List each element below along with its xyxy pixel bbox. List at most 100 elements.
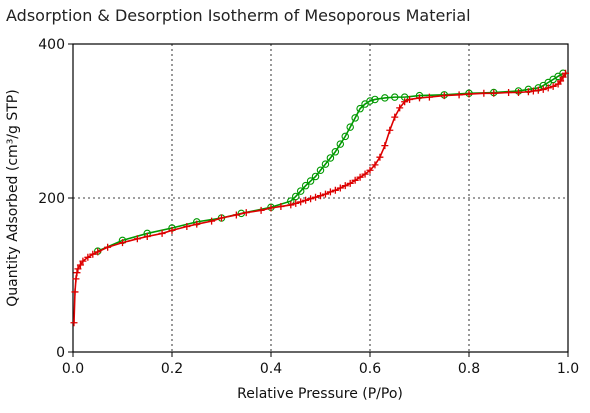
desorption-point xyxy=(390,93,399,101)
adsorption-point xyxy=(406,95,414,103)
adsorption-point xyxy=(72,275,80,283)
desorption-point xyxy=(311,172,320,181)
adsorption-point xyxy=(386,126,394,134)
desorption-point xyxy=(296,187,305,195)
desorption-point xyxy=(326,154,335,162)
adsorption-point xyxy=(158,229,166,237)
adsorption-point xyxy=(376,153,384,161)
adsorption-point xyxy=(440,92,448,100)
adsorption-point xyxy=(396,104,404,112)
x-tick-label: 0.4 xyxy=(260,361,282,377)
adsorption-point xyxy=(544,84,552,92)
adsorption-point xyxy=(557,77,565,85)
adsorption-point xyxy=(524,88,532,96)
adsorption-point xyxy=(242,209,250,217)
adsorption-point xyxy=(465,90,473,98)
adsorption-point xyxy=(416,94,423,102)
adsorption-point xyxy=(321,190,329,198)
desorption-series xyxy=(94,69,567,255)
y-tick-label: 0 xyxy=(56,345,65,361)
adsorption-point xyxy=(277,202,285,210)
x-axis-label: Relative Pressure (P/Po) xyxy=(237,386,403,402)
adsorption-point xyxy=(515,89,522,97)
adsorption-point xyxy=(292,199,300,207)
axis-layer: 0.0 0.2 0.4 0.6 0.8 1.0 0 200 400 xyxy=(38,37,579,377)
adsorption-point xyxy=(336,184,344,192)
desorption-line xyxy=(97,72,564,252)
adsorption-point xyxy=(326,188,334,196)
x-tick-label: 1.0 xyxy=(557,361,579,377)
adsorption-point xyxy=(143,233,151,240)
desorption-point xyxy=(361,100,369,108)
adsorption-point xyxy=(381,142,389,150)
adsorption-series xyxy=(70,69,570,327)
adsorption-point xyxy=(341,182,349,190)
adsorption-point xyxy=(371,161,379,169)
adsorption-point xyxy=(480,89,488,97)
adsorption-point xyxy=(401,98,409,106)
adsorption-point xyxy=(562,69,570,77)
adsorption-point xyxy=(549,82,557,90)
adsorption-point xyxy=(307,195,315,203)
adsorption-point xyxy=(208,217,216,225)
series-layer xyxy=(70,69,570,327)
desorption-point xyxy=(316,166,325,175)
adsorption-point xyxy=(74,265,82,273)
chart-title: Adsorption & Desorption Isotherm of Meso… xyxy=(6,6,471,25)
desorption-point xyxy=(341,132,349,141)
adsorption-point xyxy=(183,222,191,230)
adsorption-point xyxy=(84,253,92,261)
y-tick-label: 400 xyxy=(38,37,65,53)
adsorption-point xyxy=(302,196,310,204)
adsorption-point xyxy=(76,261,84,269)
x-tick-label: 0.2 xyxy=(161,361,183,377)
adsorption-point xyxy=(267,204,275,212)
adsorption-point xyxy=(366,166,374,174)
adsorption-point xyxy=(168,226,176,234)
adsorption-point xyxy=(79,257,87,265)
adsorption-point xyxy=(361,170,369,178)
desorption-point xyxy=(381,94,389,102)
adsorption-point xyxy=(119,239,126,247)
adsorption-point xyxy=(104,243,112,251)
desorption-point xyxy=(301,181,310,190)
adsorption-point xyxy=(193,220,201,228)
adsorption-point xyxy=(218,214,225,222)
adsorption-point xyxy=(539,85,547,93)
adsorption-point xyxy=(71,288,79,296)
adsorption-point xyxy=(297,198,305,206)
adsorption-point xyxy=(287,201,295,209)
adsorption-point xyxy=(534,86,542,94)
adsorption-point xyxy=(331,186,339,194)
adsorption-point xyxy=(505,89,513,97)
adsorption-point xyxy=(356,173,364,181)
y-tick-label: 200 xyxy=(38,191,65,207)
adsorption-point xyxy=(312,193,320,201)
adsorption-point xyxy=(425,93,433,101)
desorption-point xyxy=(351,114,359,122)
adsorption-point xyxy=(257,206,265,214)
adsorption-point xyxy=(346,179,354,187)
adsorption-point xyxy=(133,235,141,243)
x-tick-label: 0.8 xyxy=(458,361,480,377)
desorption-point xyxy=(346,123,354,131)
adsorption-point xyxy=(455,91,463,99)
desorption-point xyxy=(356,104,364,113)
adsorption-point xyxy=(317,192,324,200)
desorption-point xyxy=(306,177,315,185)
adsorption-point xyxy=(559,73,567,81)
adsorption-point xyxy=(89,250,97,258)
y-axis-label: Quantity Adsorbed (cm³/g STP) xyxy=(5,89,21,306)
adsorption-point xyxy=(73,269,81,277)
adsorption-point xyxy=(391,113,399,121)
desorption-point xyxy=(336,140,345,148)
desorption-point xyxy=(331,148,340,156)
x-tick-label: 0.6 xyxy=(359,361,381,377)
desorption-point xyxy=(371,95,379,104)
adsorption-point xyxy=(351,176,359,184)
adsorption-point xyxy=(529,87,537,95)
desorption-point xyxy=(321,160,330,168)
adsorption-point xyxy=(94,248,102,256)
desorption-point xyxy=(291,192,300,201)
